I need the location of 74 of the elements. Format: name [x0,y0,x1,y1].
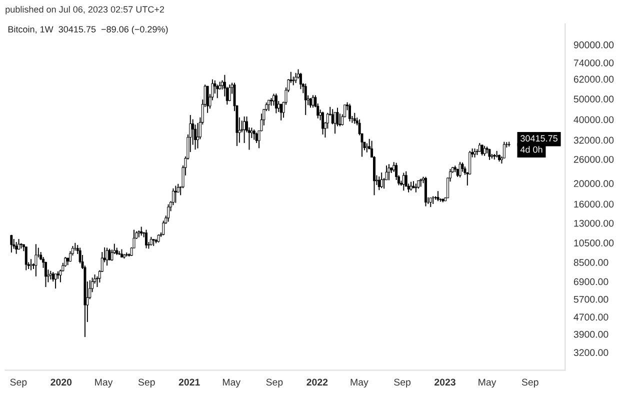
candlestick [280,103,282,121]
x-tick-label: Sep [394,378,411,388]
candlestick [30,258,32,271]
candlestick [304,83,307,116]
candlestick [24,246,28,271]
candlestick [106,247,108,266]
chart-subtitle: published on Jul 06, 2023 02:57 UTC+2 [6,6,164,14]
y-tick-label: 3200.00 [574,349,608,356]
y-tick-label: 32000.00 [574,136,614,144]
x-tick-label: 2020 [50,378,72,386]
y-tick-label: 50000.00 [574,96,614,103]
x-tick-label: Sep [266,378,283,388]
x-tick-label: May [478,378,496,388]
y-tick-label: 5700.00 [574,296,608,303]
x-tick-label: May [350,378,368,388]
candlestick [414,183,418,193]
candlestick [312,94,314,108]
candlestick [294,72,298,84]
y-tick-label: 3900.00 [574,330,608,338]
candlestick [483,145,486,156]
candlestick [44,261,47,288]
y-tick-label: 90000.00 [574,41,614,48]
y-tick-label: 16000.00 [574,200,614,208]
candlestick [34,244,38,277]
y-tick-label: 20000.00 [574,180,614,188]
candlestick [458,161,462,178]
y-tick-label: 62000.00 [574,76,614,83]
candlestick [402,172,405,192]
candlestick [380,172,383,189]
y-tick-label: 26000.00 [574,156,614,163]
candlestick [322,111,324,135]
candlestick [243,116,246,144]
y-tick-label: 13000.00 [574,220,614,227]
x-tick-label: 2022 [306,378,328,386]
candlestick [216,84,219,99]
annotation: 4d 0h [520,146,542,153]
candlestick [348,103,351,122]
y-tick-label: 8500.00 [574,259,608,266]
candlestick [334,112,336,134]
candlestick [167,204,170,222]
candlestick [15,241,18,254]
candlestick [54,273,57,289]
x-tick-label: 2023 [434,378,456,386]
y-tick-label: 40000.00 [574,116,614,124]
candlestick [145,229,148,249]
y-tick-label: 4700.00 [574,314,608,321]
candlestick [299,72,302,90]
x-tick-label: Sep [10,378,27,388]
candlestick [480,144,484,156]
candlestick [252,128,256,140]
annotation: 30415.75 [520,135,558,142]
candlestick [274,93,278,114]
candlestick [353,112,356,124]
y-tick-label: 10500.00 [574,240,614,246]
chart-title: Bitcoin, 1W 30415.75 −89.06 (−0.29%) [8,26,168,34]
x-tick-label: Sep [138,378,155,388]
candlestick [309,98,312,108]
candlestick [268,100,270,112]
x-tick-label: May [95,378,113,388]
x-tick-label: Sep [522,378,538,388]
candlestick [388,164,390,181]
candlestick [436,190,440,202]
candlestick [228,84,231,102]
candlestick [429,197,432,208]
y-tick-label: 6900.00 [574,278,608,286]
candlestick [10,234,13,253]
x-tick-label: 2021 [178,378,200,386]
candlestick [378,176,380,191]
x-tick-label: May [222,378,241,388]
candlestick [206,85,209,114]
y-tick-label: 74000.00 [574,59,614,66]
candlestick [174,185,177,204]
candlestick [64,256,67,268]
candlestick [366,142,368,153]
